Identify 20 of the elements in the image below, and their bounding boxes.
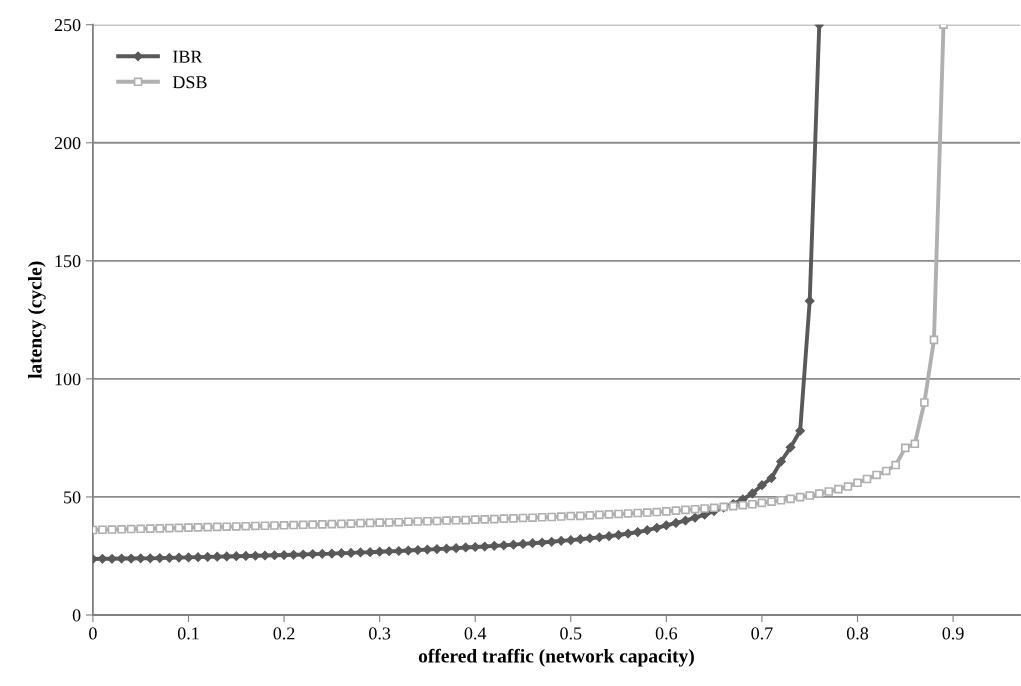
y-tick-label: 0 — [72, 609, 81, 622]
x-tick-label: 0.6 — [655, 627, 678, 640]
y-tick-label: 150 — [55, 255, 81, 268]
legend-label: IBR — [173, 50, 203, 63]
y-axis-title: latency (cycle) — [28, 261, 46, 379]
y-tick-label: 100 — [55, 373, 81, 386]
y-tick-label: 250 — [54, 18, 81, 32]
y-tick-label: 50 — [64, 491, 81, 504]
x-axis-title: offered traffic (network capacity) — [418, 648, 694, 667]
x-tick-label: 0.3 — [369, 627, 391, 640]
legend-label: DSB — [172, 76, 207, 89]
x-tick-label: 0.8 — [846, 627, 869, 640]
x-tick-label: 0.7 — [751, 627, 773, 640]
x-tick-label: 0.9 — [942, 627, 964, 640]
x-tick-label: 0.2 — [273, 627, 295, 640]
x-tick-label: 0.5 — [560, 627, 582, 640]
y-tick-label: 200 — [54, 137, 81, 150]
x-tick-label: 0.1 — [177, 627, 199, 640]
x-tick-label: 0.4 — [464, 627, 487, 640]
x-tick-label: 0 — [89, 627, 97, 640]
